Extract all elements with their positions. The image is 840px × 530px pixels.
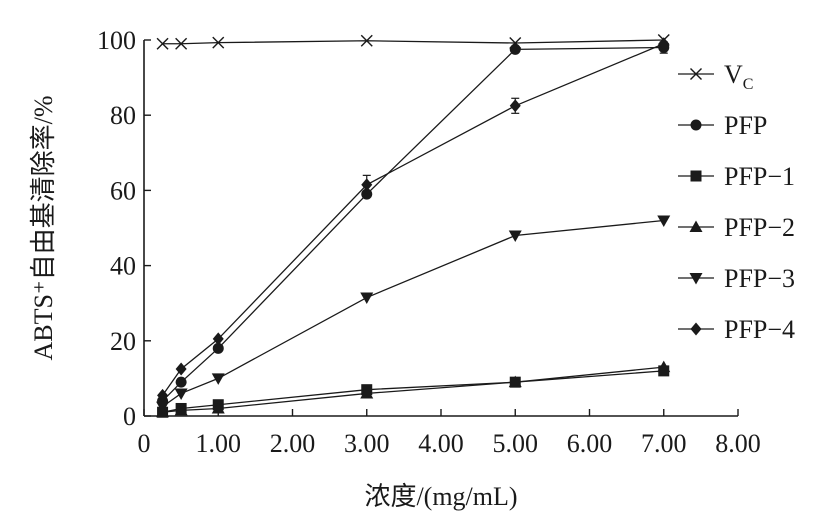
series-layer [156, 34, 671, 418]
y-axis-title: ABTS⁺自由基清除率/% [29, 95, 58, 360]
y-tick-label: 80 [110, 101, 136, 130]
data-point [174, 403, 188, 416]
data-point [361, 178, 373, 192]
series-line-vc [162, 39, 664, 45]
legend-marker [690, 170, 702, 182]
series-vc [156, 34, 670, 50]
x-tick-label: 1.00 [196, 429, 242, 458]
legend-label: PFP−3 [724, 264, 795, 293]
data-point [157, 388, 169, 402]
legend: VC PFP PFP−1 PFP−2 PFP−3 PFP−4 [678, 60, 795, 344]
data-point [509, 43, 521, 55]
legend-label-main: PFP−1 [724, 162, 795, 191]
data-point [508, 375, 522, 388]
series-pfp-2 [156, 360, 671, 418]
legend-item-pfp-3: PFP−3 [678, 264, 795, 293]
data-point [212, 342, 224, 354]
x-ticks: 0 1.00 2.00 3.00 4.00 5.00 6.00 7.00 8.00 [138, 409, 761, 458]
legend-label: PFP [724, 111, 767, 140]
data-point [212, 332, 224, 346]
x-tick-label: 4.00 [418, 429, 464, 458]
x-tick-label: 3.00 [344, 429, 390, 458]
legend-item-pfp-1: PFP−1 [678, 162, 795, 191]
data-point [509, 99, 521, 113]
data-point [658, 37, 670, 51]
legend-item-pfp-2: PFP−2 [678, 213, 795, 242]
legend-marker [690, 119, 702, 131]
data-point [360, 34, 373, 47]
data-point [175, 376, 187, 388]
series-pfp-3 [156, 215, 671, 414]
series-pfp-1 [157, 365, 670, 418]
data-point [212, 36, 225, 49]
data-point [174, 388, 188, 400]
data-point [360, 292, 374, 305]
legend-item-pfp: PFP [678, 111, 767, 140]
data-point [175, 37, 188, 50]
x-tick-label: 6.00 [567, 429, 613, 458]
x-tick-label: 5.00 [493, 429, 539, 458]
x-axis-title: 浓度/(mg/mL) [364, 482, 517, 511]
data-point [211, 373, 225, 385]
series-line-pfp-3 [162, 219, 664, 408]
x-tick-label: 0 [138, 429, 151, 458]
series-line-pfp [162, 46, 664, 402]
y-tick-label: 100 [97, 26, 136, 55]
legend-label-main: V [724, 60, 743, 89]
series-line-pfp-2 [162, 366, 664, 413]
legend-marker [690, 322, 702, 336]
legend-label-main: PFP [724, 111, 767, 140]
y-tick-label: 40 [110, 252, 136, 281]
legend-item-vc: VC [678, 60, 753, 93]
legend-label: PFP−4 [724, 315, 795, 344]
x-tick-label: 8.00 [715, 429, 761, 458]
legend-item-pfp-4: PFP−4 [678, 315, 795, 344]
data-point [156, 401, 170, 414]
legend-label-main: PFP−3 [724, 264, 795, 293]
legend-marker [689, 220, 703, 232]
legend-marker [689, 273, 703, 285]
legend-label-subscript: C [743, 76, 754, 93]
data-point [156, 37, 169, 50]
data-point [657, 215, 671, 227]
legend-label: VC [724, 60, 753, 93]
data-point [360, 386, 374, 399]
y-tick-label: 20 [110, 327, 136, 356]
series-line-pfp-4 [162, 43, 665, 396]
data-point [211, 401, 225, 414]
y-ticks: 0 20 40 60 80 100 [97, 26, 151, 431]
plot-area: 0 1.00 2.00 3.00 4.00 5.00 6.00 7.00 8.00 0 20 40 6… [97, 26, 761, 458]
data-point [175, 362, 187, 376]
x-tick-label: 7.00 [641, 429, 687, 458]
legend-label: PFP−1 [724, 162, 795, 191]
data-point [508, 230, 522, 243]
series-pfp-4 [157, 37, 670, 402]
legend-marker [690, 68, 702, 80]
y-tick-label: 60 [110, 176, 136, 205]
legend-label: PFP−2 [724, 213, 795, 242]
legend-label-main: PFP−2 [724, 213, 795, 242]
data-point [657, 360, 671, 373]
legend-label-main: PFP−4 [724, 315, 795, 344]
series-pfp [157, 41, 670, 407]
x-tick-label: 2.00 [270, 429, 316, 458]
y-tick-label: 0 [123, 402, 136, 431]
